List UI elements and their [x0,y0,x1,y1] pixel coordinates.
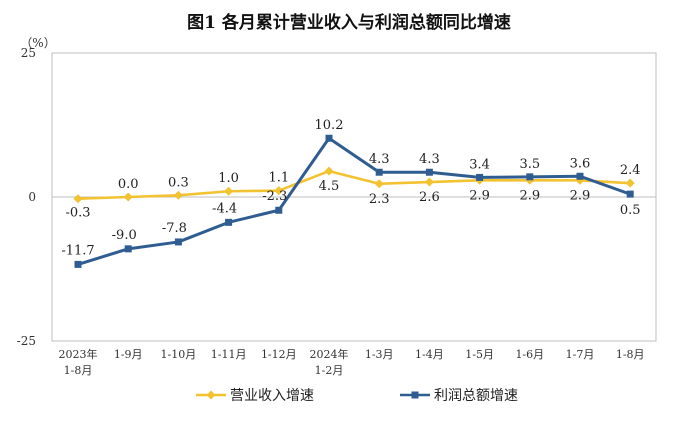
series-1-marker [526,173,534,181]
x-tick-label: 1-12月 [261,348,297,361]
y-tick-label: 25 [21,46,36,60]
data-label: 4.5 [319,179,340,194]
legend-item: 营业收入增速 [196,388,314,404]
data-label: 3.6 [570,156,591,171]
data-label: 0.5 [620,203,641,218]
data-label: 4.3 [419,152,440,167]
x-tick-label: 1-3月 [365,348,394,361]
series-0-marker [224,186,234,196]
series-1-marker [325,134,333,142]
series-0-marker [173,190,183,200]
data-label: -9.0 [112,228,137,243]
y-tick-label: 0 [28,190,36,204]
series-0-marker [424,177,434,187]
data-label: 1.0 [218,171,239,186]
x-tick-label: 2023年 [59,347,98,361]
data-label: 10.2 [315,118,344,133]
data-label: 4.3 [369,152,390,167]
x-tick-label: 1-11月 [211,348,247,361]
data-label: 2.9 [519,188,540,203]
x-tick-label: 1-8月 [616,348,645,361]
series-1-marker [225,218,233,226]
x-tick-label: 1-2月 [315,364,344,377]
data-label: -7.8 [162,221,187,236]
data-label: -0.3 [65,206,90,221]
x-tick-label: 1-5月 [465,348,494,361]
y-tick-label: -25 [17,334,36,348]
chart-title: 图1 各月累计营业收入与利润总额同比增速 [187,12,511,33]
series-0-marker [73,194,83,204]
series-1-marker [375,168,383,176]
series-line-1 [77,136,631,266]
series-1-marker [626,190,634,198]
legend-label: 利润总额增速 [434,388,518,404]
series-0-marker [324,166,334,176]
y-axis-ticks: 25 0 -25 [17,46,36,348]
data-label: 2.4 [620,163,641,178]
x-tick-label: 1-6月 [515,348,544,361]
series-line-0 [77,169,631,201]
data-labels-group: -0.3 0.0 0.3 1.0 1.1 4.5 2.3 2.6 2.9 2.9 2.9 2.4 -11… [61,118,640,258]
legend-square-marker [411,391,419,399]
data-label: 2.3 [369,192,390,207]
series-1-marker [476,173,484,181]
series-1-marker [124,245,132,253]
legend-diamond-marker [206,390,216,400]
series-0-marker [274,186,284,196]
data-label: 0.3 [168,175,189,190]
x-axis-ticks: 2023年 1-8月 1-9月 1-10月 1-11月 1-12月 2024年 1-2月 1-3… [59,347,645,377]
legend-item: 利润总额增速 [400,388,518,404]
series-1-marker [174,238,182,246]
data-label: 2.6 [419,190,440,205]
series-group [73,134,635,268]
data-label: 2.9 [469,188,490,203]
series-1-marker [425,168,433,176]
x-tick-label: 2024年 [310,347,349,361]
x-tick-label: 1-8月 [64,364,93,377]
y-axis-unit: （%） [20,36,55,50]
data-label: -11.7 [61,243,94,258]
data-label: -4.4 [212,201,237,216]
data-label: 3.5 [519,157,540,172]
x-tick-label: 1-4月 [415,348,444,361]
data-label: 1.1 [268,171,289,186]
series-1-marker [74,260,82,268]
data-label: 0.0 [118,177,139,192]
series-1-marker [275,206,283,214]
legend-label: 营业收入增速 [230,388,314,404]
series-0-marker [625,178,635,188]
legend: 营业收入增速 利润总额增速 [196,388,518,404]
x-tick-label: 1-7月 [566,348,595,361]
data-label: -2.3 [262,189,287,204]
series-0-marker [374,179,384,189]
data-label: 3.4 [469,157,490,172]
series-0-marker [123,192,133,202]
series-1-marker [576,172,584,180]
x-tick-label: 1-10月 [161,348,197,361]
x-tick-label: 1-9月 [114,348,143,361]
data-label: 2.9 [570,188,591,203]
